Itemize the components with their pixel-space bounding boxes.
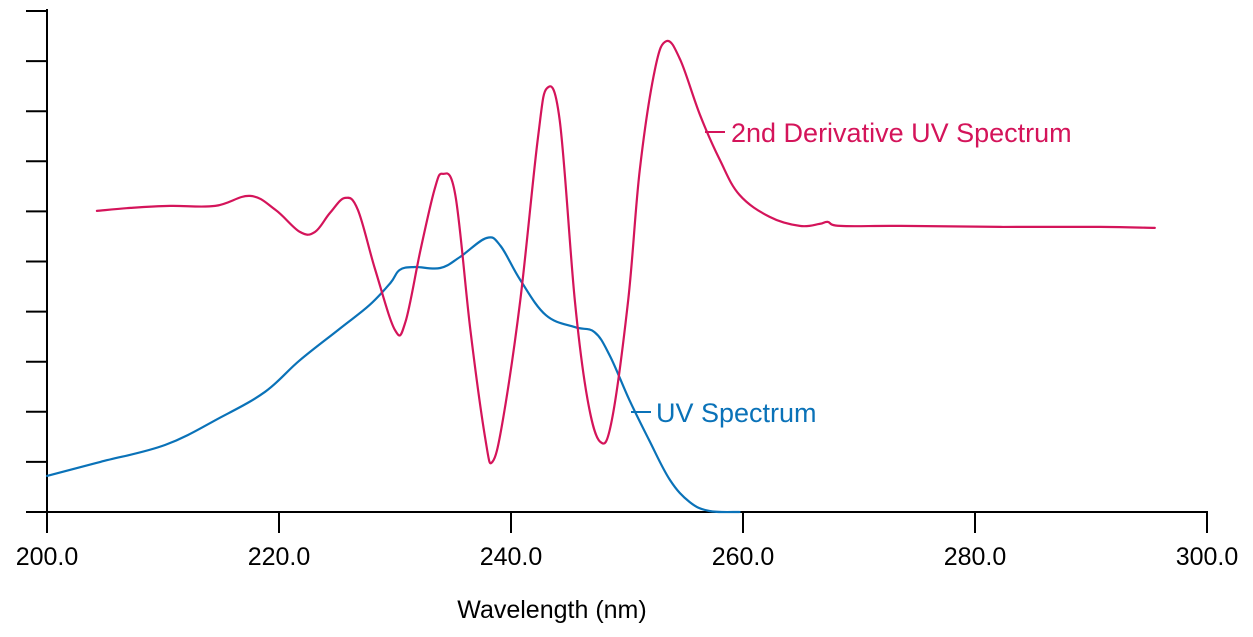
series-label-second-derivative-uv-spectrum: 2nd Derivative UV Spectrum	[731, 118, 1072, 148]
series-layer	[45, 39, 1156, 514]
series-line-uv-spectrum	[45, 236, 741, 514]
x-axis: 200.0 220.0 240.0 260.0 280.0 300.0	[16, 511, 1239, 571]
x-tick-label: 240.0	[480, 543, 543, 571]
x-tick-label: 260.0	[712, 543, 775, 571]
series-label-uv-spectrum: UV Spectrum	[656, 398, 817, 428]
labels-layer: UV Spectrum 2nd Derivative UV Spectrum	[631, 118, 1072, 428]
series-line-second-derivative-uv-spectrum	[95, 39, 1156, 465]
x-tick-label: 280.0	[944, 543, 1007, 571]
x-tick-label: 300.0	[1176, 543, 1239, 571]
x-tick-label: 200.0	[16, 543, 79, 571]
x-tick-label: 220.0	[248, 543, 311, 571]
y-axis	[26, 9, 48, 532]
x-axis-title: Wavelength (nm)	[457, 596, 646, 624]
